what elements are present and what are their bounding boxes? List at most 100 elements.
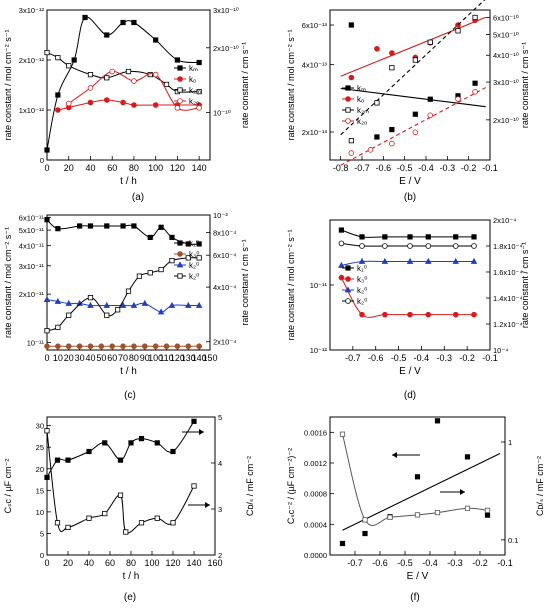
data-point-0 bbox=[348, 22, 354, 28]
data-point-6 bbox=[119, 301, 127, 308]
legend-label: k₂⁰ bbox=[357, 286, 367, 295]
data-point-0 bbox=[338, 227, 345, 233]
data-point-7 bbox=[136, 273, 142, 279]
chart-panel-6: -0.7 -0.6 -0.5 -0.4 -0.3 -0.2 -0.1 0.0000 0.0004… bbox=[286, 416, 545, 603]
data-point-9 bbox=[170, 520, 176, 526]
data-point-9 bbox=[170, 448, 176, 455]
x-tick-label: 100 bbox=[144, 558, 159, 568]
data-point-1 bbox=[359, 234, 365, 240]
data-point-legend-3 bbox=[345, 118, 351, 124]
data-point-1 bbox=[359, 311, 365, 318]
y-right-tick-label: 2x10⁻⁴ bbox=[493, 216, 516, 225]
y-right-axis-label: rate constant / cm s⁻¹ bbox=[520, 242, 530, 328]
data-point-legend-2 bbox=[176, 261, 184, 268]
y-left-tick-label: 6x10⁻¹³ bbox=[302, 21, 328, 30]
series-line bbox=[46, 52, 200, 93]
data-point-5 bbox=[455, 28, 461, 34]
y-left-tick-label: 5x10⁻¹¹ bbox=[19, 226, 45, 235]
y-left-tick-label: 1x10⁻¹² bbox=[19, 106, 45, 115]
y-right-tick-label: 2x10⁻⁴ bbox=[213, 338, 236, 347]
legend-label: kₘ bbox=[357, 84, 366, 93]
data-point-2 bbox=[387, 514, 393, 520]
y-left-axis-label: Cₛᴄ / µF cm⁻² bbox=[3, 459, 13, 514]
x-tick-label: -0.7 bbox=[347, 558, 363, 568]
data-point-8 bbox=[154, 515, 160, 521]
series-1 bbox=[44, 217, 202, 247]
data-point-1 bbox=[367, 147, 374, 153]
data-point-11 bbox=[163, 343, 170, 350]
plot-frame bbox=[46, 214, 211, 351]
y-right-axis-label: Cᴅ/ₛ / mF cm⁻² bbox=[245, 456, 255, 516]
x-tick-label: 40 bbox=[85, 163, 95, 173]
x-tick-label: 120 bbox=[170, 163, 185, 173]
fit-line bbox=[340, 87, 486, 108]
series-3 bbox=[43, 295, 203, 315]
x-tick-label: 140 bbox=[186, 558, 201, 568]
data-point-2 bbox=[381, 257, 389, 264]
x-tick-label: -0.4 bbox=[414, 353, 430, 363]
data-point-4 bbox=[102, 510, 108, 517]
data-point-2 bbox=[389, 65, 395, 71]
data-point-3 bbox=[103, 97, 110, 103]
data-point-4 bbox=[102, 440, 108, 446]
panel-label: (a) bbox=[132, 192, 144, 203]
data-point-1 bbox=[54, 297, 62, 304]
series-2 bbox=[339, 431, 491, 526]
data-point-1 bbox=[87, 85, 94, 91]
y-left-tick-label: 2x10⁻¹³ bbox=[302, 128, 328, 137]
legend: k₁⁰ k₃⁰ k₂⁰ k₂⁰ bbox=[174, 239, 199, 281]
x-tick-label: -0.6 bbox=[372, 558, 388, 568]
x-tick-label: 100 bbox=[148, 163, 163, 173]
data-point-legend-1 bbox=[177, 251, 183, 257]
data-point-6 bbox=[472, 89, 478, 95]
data-point-4 bbox=[87, 301, 94, 308]
data-point-7 bbox=[153, 37, 159, 43]
y-right-tick-label: 3 bbox=[218, 505, 222, 514]
x-tick-label: 30 bbox=[75, 353, 85, 363]
y-right-axis-label: Cᴅ/ₛ / mF cm⁻² bbox=[535, 456, 545, 516]
data-point-0 bbox=[44, 428, 50, 434]
y-left-tick-label: 30 bbox=[36, 422, 44, 431]
data-point-3 bbox=[414, 474, 421, 480]
y-right-tick-label: 5x10⁻¹⁰ bbox=[493, 30, 519, 39]
y-right-tick-label: 1.4x10⁻⁴ bbox=[493, 294, 523, 303]
data-point-legend-0 bbox=[345, 85, 351, 91]
data-point-5 bbox=[455, 96, 461, 102]
legend: kₘ kₒ k₂ₘ k₂ₒ bbox=[342, 84, 369, 126]
data-point-1 bbox=[374, 134, 380, 140]
series-line bbox=[342, 434, 488, 526]
data-point-2 bbox=[65, 457, 71, 463]
y-left-tick-label: 20 bbox=[36, 465, 44, 474]
data-point-3 bbox=[412, 57, 418, 63]
data-point-4 bbox=[104, 75, 110, 81]
data-point-3 bbox=[407, 243, 413, 249]
x-tick-label: 60 bbox=[105, 558, 115, 568]
data-point-0 bbox=[65, 100, 72, 107]
data-point-1 bbox=[54, 457, 61, 463]
y-left-tick-label: 0.0000 bbox=[304, 551, 327, 560]
data-point-6 bbox=[128, 440, 134, 446]
data-point-8 bbox=[131, 343, 137, 350]
x-tick-label: -0.2 bbox=[459, 353, 475, 363]
data-point-5 bbox=[452, 243, 459, 249]
y-left-tick-label: 2x10⁻¹¹ bbox=[19, 290, 45, 299]
y-right-tick-label: 1.8x10⁻⁴ bbox=[493, 242, 523, 251]
x-tick-label: 120 bbox=[165, 558, 180, 568]
y-left-tick-label: 25 bbox=[36, 443, 44, 452]
data-point-7 bbox=[130, 301, 138, 308]
y-right-tick-label: 1.2x10⁻⁴ bbox=[493, 320, 523, 329]
data-point-3 bbox=[76, 343, 83, 350]
y-right-axis-label: rate constant / cm s⁻¹ bbox=[520, 42, 530, 128]
y-left-axis-label: rate constant / mol cm⁻² s⁻¹ bbox=[286, 29, 296, 140]
y-left-tick-label: 0 bbox=[40, 551, 44, 560]
series-4 bbox=[340, 87, 486, 166]
panel-label: (c) bbox=[124, 390, 136, 401]
data-point-legend-0 bbox=[177, 65, 183, 71]
data-point-10 bbox=[152, 343, 159, 350]
data-point-8 bbox=[147, 270, 153, 276]
data-point-2 bbox=[382, 311, 388, 318]
x-tick-label: 20 bbox=[63, 558, 73, 568]
data-point-0 bbox=[44, 147, 50, 153]
data-point-9 bbox=[142, 343, 148, 350]
data-point-4 bbox=[425, 311, 432, 318]
